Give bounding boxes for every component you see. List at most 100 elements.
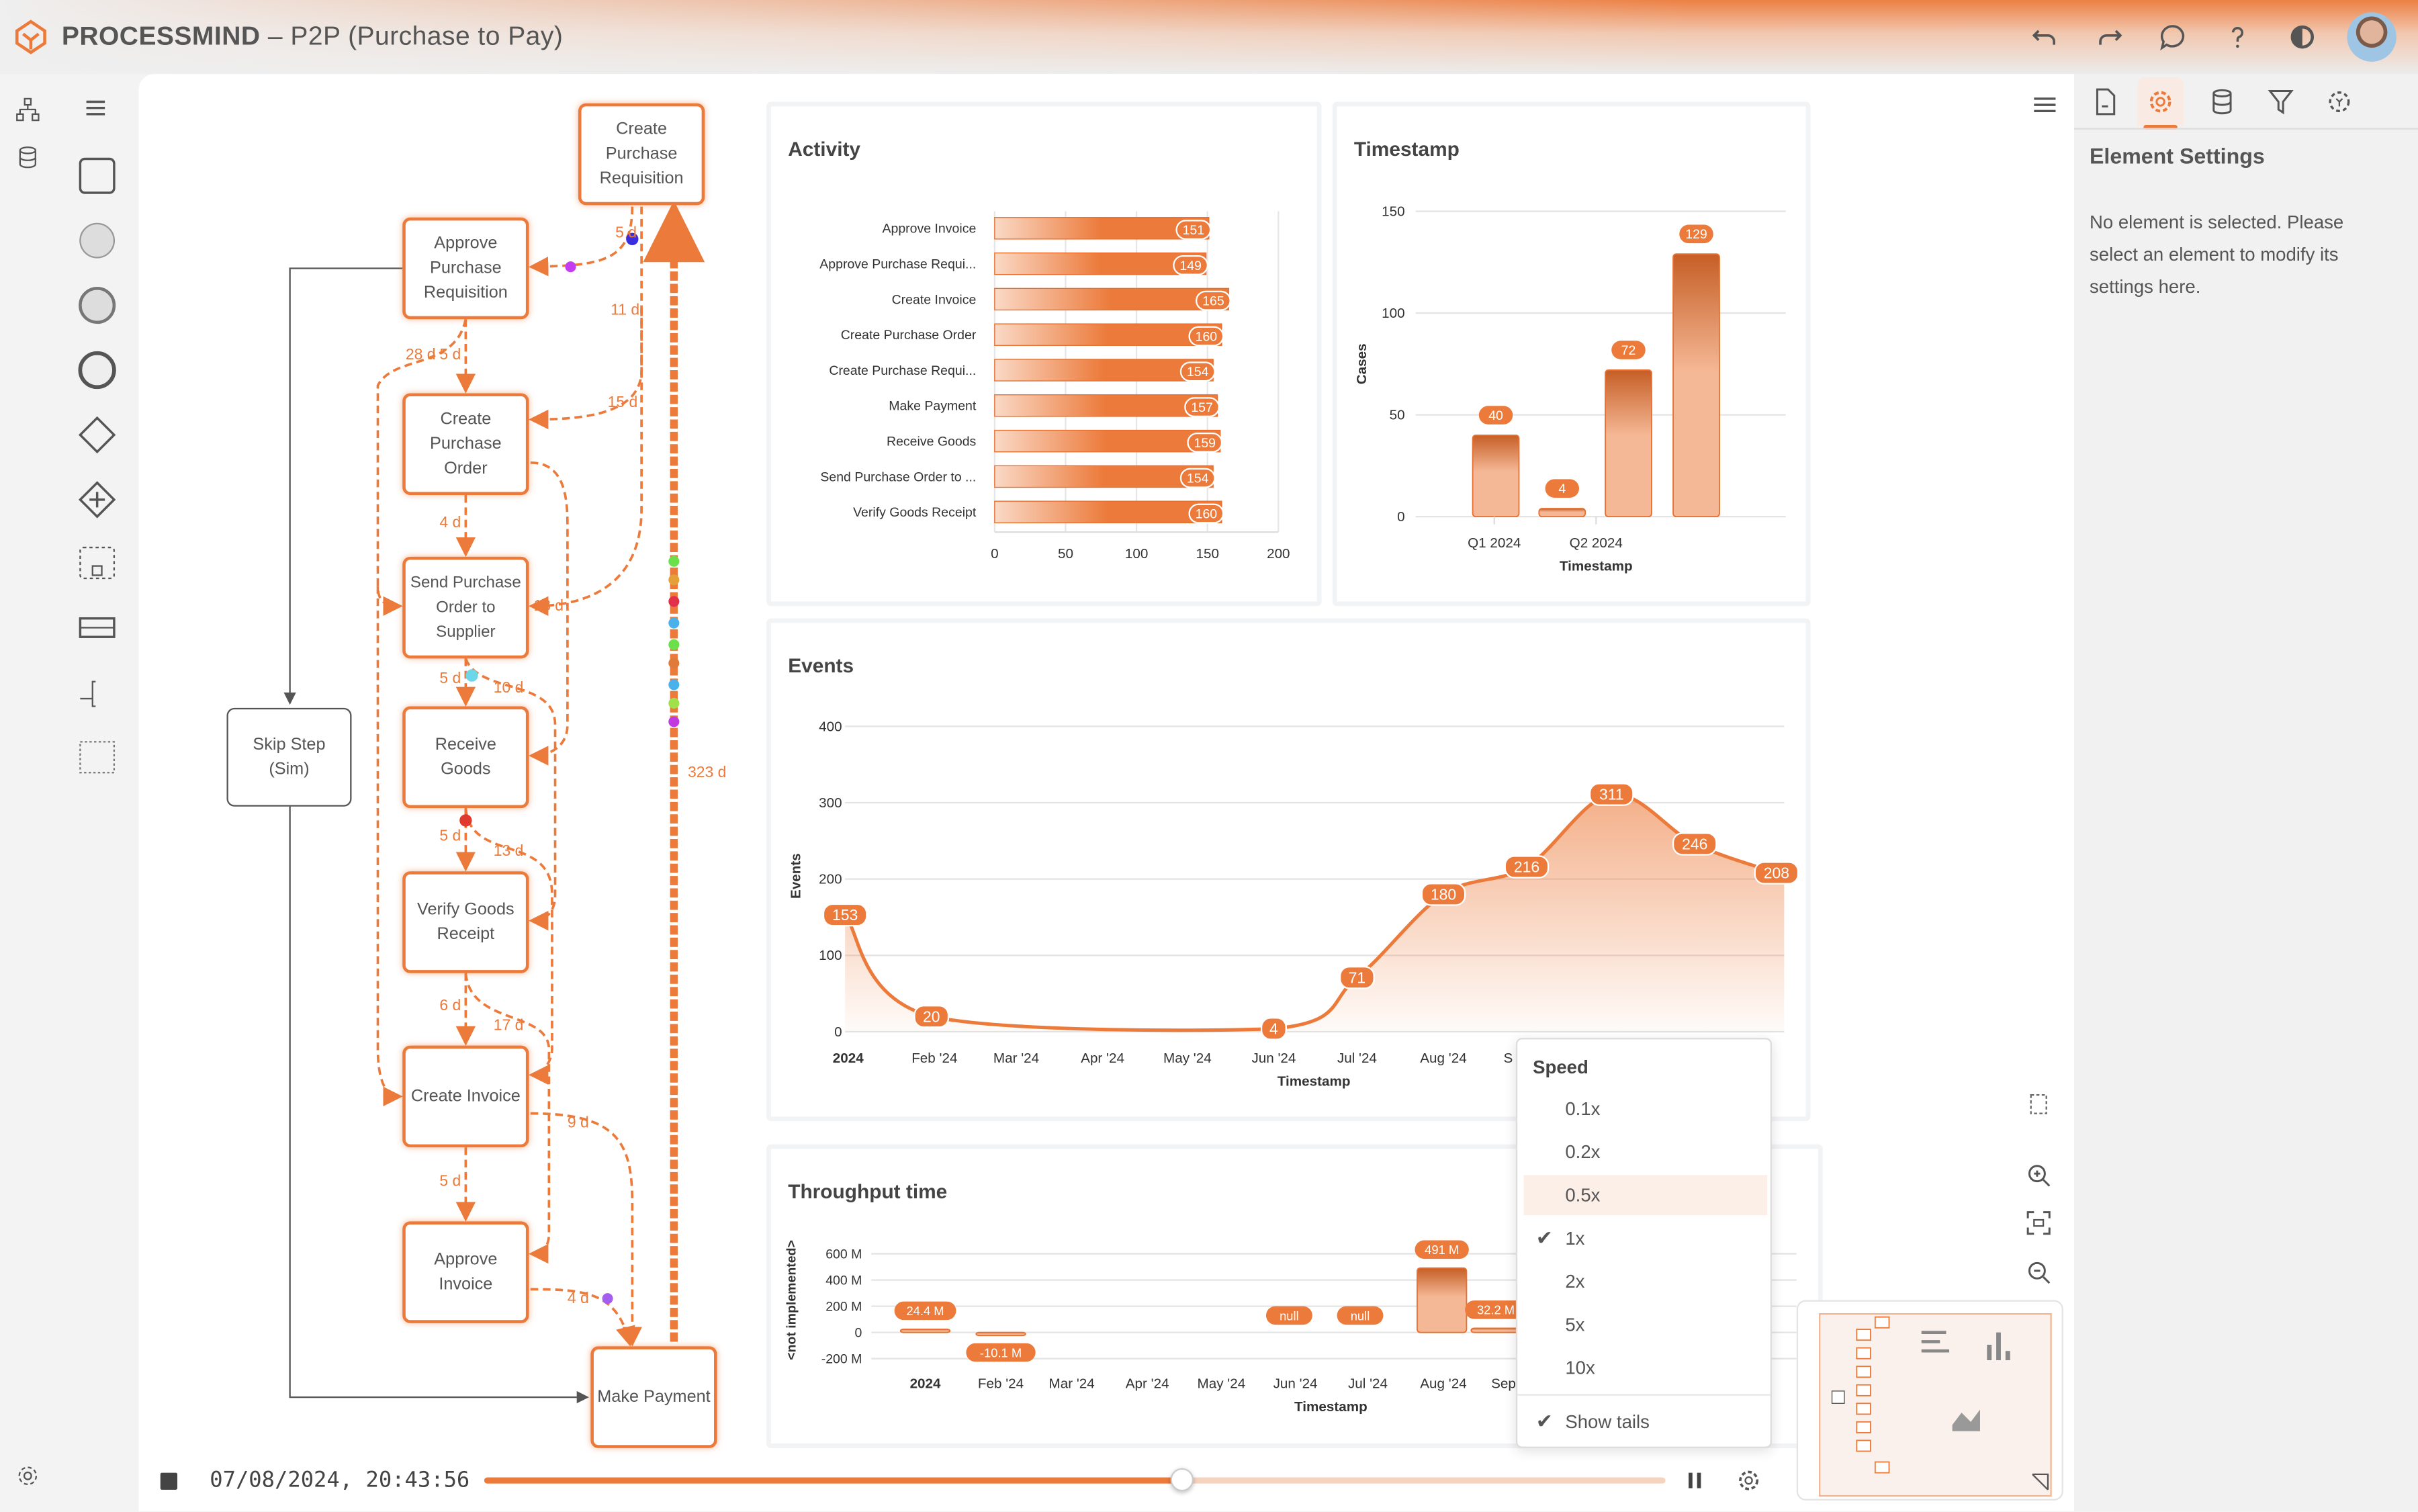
tab-document-icon[interactable]	[2090, 87, 2120, 118]
node-create-invoice[interactable]: Create Invoice	[402, 1045, 529, 1148]
avatar[interactable]	[2347, 12, 2397, 62]
edge	[529, 206, 634, 277]
node-approve-purchase-requisition[interactable]: Approve Purchase Requisition	[402, 217, 529, 320]
node-approve-invoice[interactable]: Approve Invoice	[402, 1221, 529, 1323]
edge-label: 18 d	[533, 598, 564, 616]
process-map-icon[interactable]	[15, 97, 40, 122]
pool-tool-icon[interactable]	[77, 608, 118, 648]
edge-label: 11 d	[611, 302, 640, 320]
speed-option-label: 1x	[1565, 1227, 1585, 1249]
speed-option-2x[interactable]: 2x	[1523, 1261, 1767, 1302]
canvas-menu-icon[interactable]	[2032, 94, 2057, 116]
comment-icon[interactable]	[2157, 21, 2188, 52]
card-title: Activity	[788, 137, 861, 161]
gateway-tool-icon[interactable]	[77, 415, 118, 455]
undo-icon[interactable]	[2029, 21, 2060, 52]
edge	[529, 206, 643, 430]
tab-filter-icon[interactable]	[2266, 87, 2296, 118]
zoom-in-icon[interactable]	[2026, 1163, 2051, 1188]
tab-simulation-icon[interactable]	[2324, 87, 2355, 118]
edge-label: 13 d	[493, 843, 524, 861]
tab-settings-icon[interactable]	[2145, 87, 2176, 118]
top-bar: PROCESSMIND – P2P (Purchase to Pay)	[0, 0, 2418, 75]
node-create-purchase-order[interactable]: Create Purchase Order	[402, 393, 529, 495]
edge-label: 5 d	[615, 225, 637, 242]
speed-option-1x[interactable]: ✔ 1x	[1523, 1218, 1767, 1259]
tool-palette	[52, 74, 139, 1512]
playback-timestamp: 07/08/2024, 20:43:56	[210, 1468, 470, 1493]
intermediate-event-tool-icon[interactable]	[77, 285, 118, 326]
edge-label: 5 d	[439, 670, 461, 688]
app-brand: PROCESSMIND	[61, 21, 261, 51]
settings-icon[interactable]	[15, 1464, 40, 1488]
panel-title: Element Settings	[2089, 143, 2265, 169]
speed-option-label: 0.5x	[1565, 1184, 1601, 1206]
node-create-purchase-requisition[interactable]: Create Purchase Requisition	[578, 103, 705, 206]
right-panel: Element Settings No element is selected.…	[2074, 74, 2418, 1512]
minimap[interactable]	[1796, 1300, 2063, 1501]
check-icon: ✔	[1535, 1409, 1553, 1433]
show-tails-label: Show tails	[1565, 1411, 1650, 1433]
menu-icon[interactable]	[83, 97, 108, 119]
edge	[530, 1112, 643, 1347]
redo-icon[interactable]	[2094, 21, 2125, 52]
subprocess-tool-icon[interactable]	[77, 543, 118, 583]
speed-option-label: 0.1x	[1565, 1098, 1601, 1120]
contrast-icon[interactable]	[2287, 21, 2318, 52]
edge-skip-in	[283, 267, 403, 705]
timestamp-card: Timestamp	[1332, 101, 1811, 607]
edge-label: 4 d	[567, 1290, 589, 1308]
token-dots	[459, 232, 680, 1304]
edge-label: 28 d	[405, 347, 436, 364]
stop-button[interactable]	[160, 1472, 178, 1490]
playback-progress	[484, 1477, 1181, 1484]
speed-option-label: 0.2x	[1565, 1141, 1601, 1163]
parallel-gateway-tool-icon[interactable]	[77, 480, 118, 520]
edge-label: 5 d	[439, 828, 461, 846]
edge-label: 4 d	[439, 515, 461, 533]
annotation-tool-icon[interactable]	[77, 672, 118, 713]
speed-option-0.5x[interactable]: 0.5x	[1523, 1175, 1768, 1216]
database-icon[interactable]	[15, 145, 40, 170]
show-tails-toggle[interactable]: ✔ Show tails	[1523, 1402, 1767, 1442]
speed-option-10x[interactable]: 10x	[1523, 1348, 1767, 1388]
edge-label: 6 d	[439, 997, 461, 1015]
divider	[1517, 1394, 1771, 1396]
speed-menu-title: Speed	[1533, 1056, 1588, 1078]
lasso-select-icon[interactable]	[2028, 1094, 2049, 1115]
playback-settings-icon[interactable]	[1736, 1468, 1761, 1493]
card-title: Events	[788, 654, 854, 677]
end-event-tool-icon[interactable]	[77, 350, 118, 390]
node-verify-goods-receipt[interactable]: Verify Goods Receipt	[402, 871, 529, 973]
speed-option-5x[interactable]: 5x	[1523, 1304, 1767, 1345]
speed-option-0.2x[interactable]: 0.2x	[1523, 1132, 1767, 1172]
edge-skip-out	[289, 806, 590, 1404]
edge	[530, 1288, 635, 1347]
tab-settings-active[interactable]	[2137, 77, 2184, 127]
tab-data-icon[interactable]	[2206, 87, 2237, 118]
task-tool-icon[interactable]	[77, 156, 118, 196]
edge-label: 323 d	[687, 764, 727, 783]
fit-view-icon[interactable]	[2026, 1210, 2051, 1235]
edge-label: 5 d	[439, 347, 461, 364]
node-receive-goods[interactable]: Receive Goods	[402, 706, 529, 809]
node-make-payment[interactable]: Make Payment	[590, 1346, 717, 1448]
node-skip-step[interactable]: Skip Step (Sim)	[226, 707, 352, 807]
edge-label: 5 d	[439, 1173, 461, 1191]
left-rail	[0, 74, 53, 1512]
edge	[376, 318, 467, 616]
start-event-tool-icon[interactable]	[77, 220, 118, 261]
playback-slider[interactable]	[484, 1468, 1666, 1492]
edge-label: 17 d	[493, 1018, 524, 1035]
edge	[529, 461, 569, 766]
playback-handle[interactable]	[1170, 1468, 1194, 1492]
project-name: P2P (Purchase to Pay)	[290, 21, 564, 51]
node-send-purchase-order[interactable]: Send Purchase Order to Supplier	[402, 556, 529, 659]
help-icon[interactable]	[2222, 21, 2253, 52]
zoom-out-icon[interactable]	[2026, 1260, 2051, 1285]
pause-icon[interactable]	[1684, 1470, 1705, 1491]
processmind-logo	[15, 19, 46, 54]
speed-menu: Speed 0.1x 0.2x 0.5x ✔ 1x 2x 5x 10x ✔ Show tails	[1515, 1038, 1773, 1448]
speed-option-0.1x[interactable]: 0.1x	[1523, 1089, 1767, 1129]
